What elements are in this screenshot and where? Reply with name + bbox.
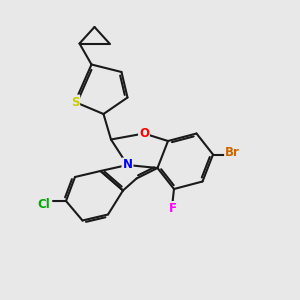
Text: Cl: Cl <box>37 197 50 211</box>
Text: F: F <box>169 202 176 215</box>
Text: O: O <box>139 127 149 140</box>
Text: N: N <box>122 158 133 172</box>
Text: Br: Br <box>225 146 240 160</box>
Text: S: S <box>71 95 79 109</box>
